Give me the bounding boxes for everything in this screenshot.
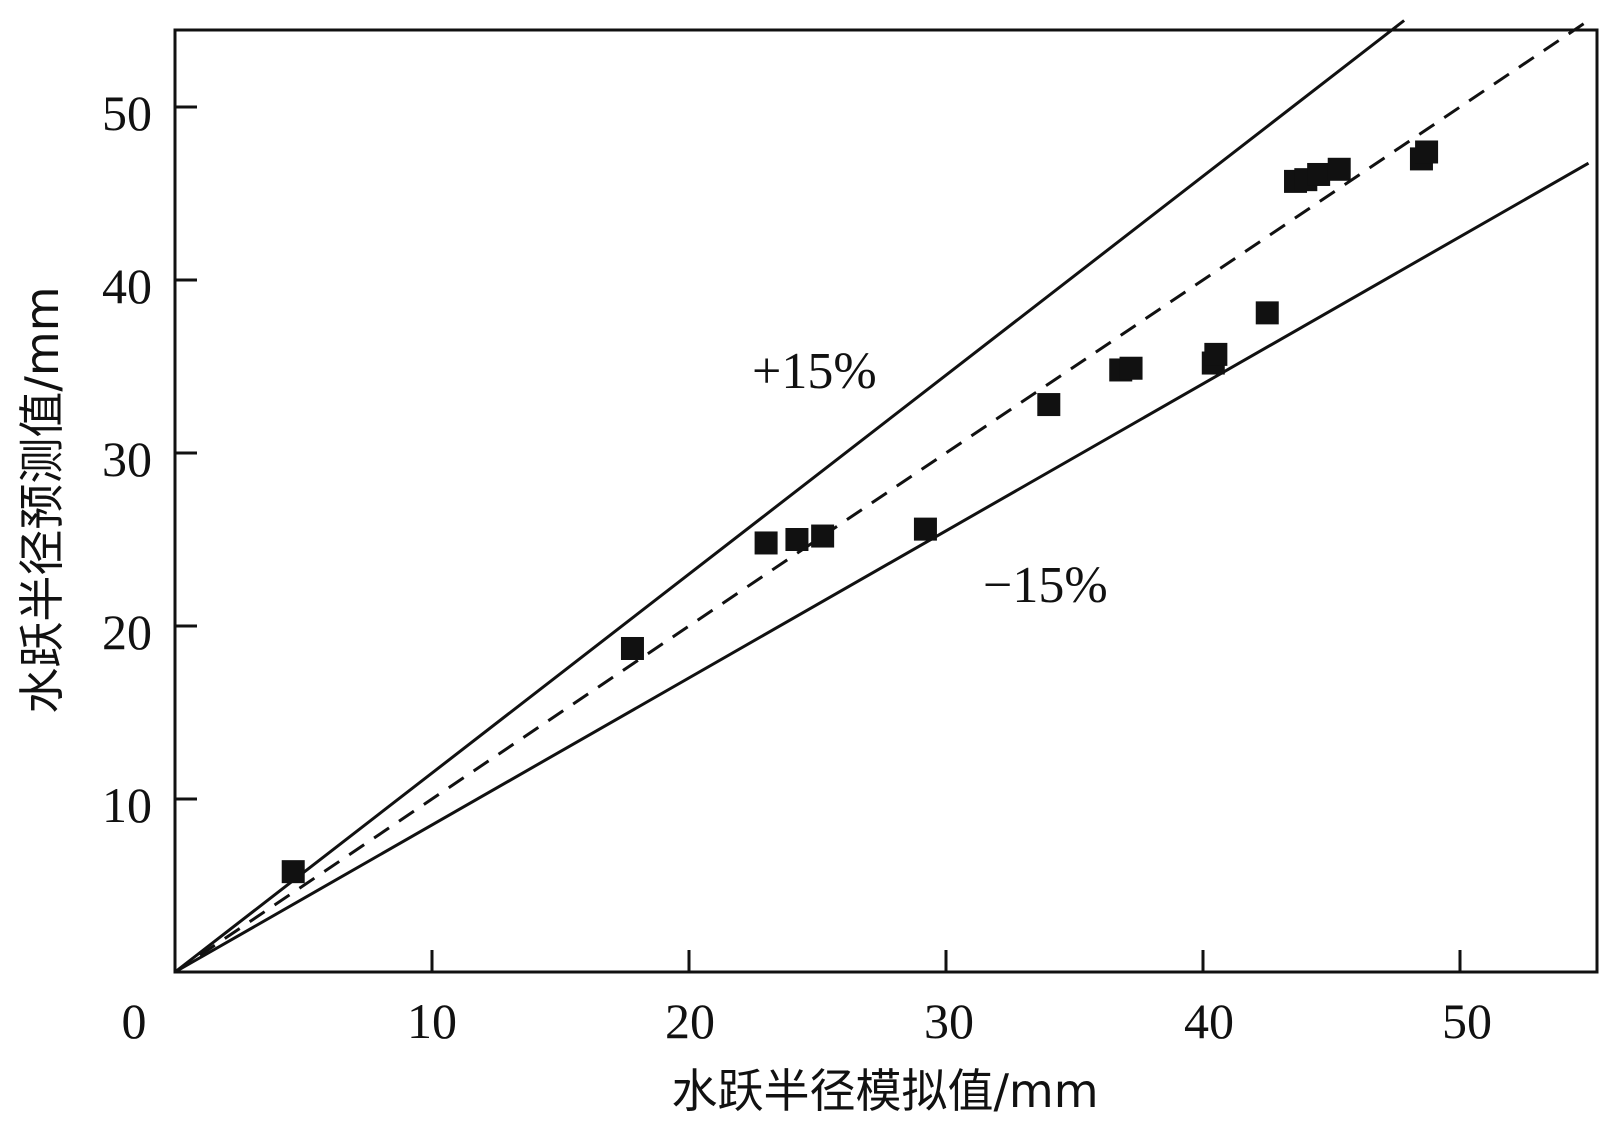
data-point <box>785 528 809 551</box>
reference-line-y-equals-x <box>174 19 1590 974</box>
data-point <box>1204 342 1228 366</box>
y-tick-label: 30 <box>102 431 152 487</box>
annotation-minus-15: −15% <box>983 557 1108 614</box>
x-tick-label: 10 <box>407 993 457 1049</box>
y-tick-label: 10 <box>102 777 152 833</box>
reference-line-plus-15 <box>174 19 1406 974</box>
data-point <box>1255 301 1279 325</box>
x-tick-label: 30 <box>924 993 974 1049</box>
data-point <box>811 524 835 548</box>
data-point <box>281 860 305 884</box>
plot-area <box>173 19 1599 974</box>
reference-lines <box>174 19 1590 974</box>
data-point <box>1415 140 1439 164</box>
data-point <box>1037 393 1061 417</box>
data-point <box>1307 162 1331 186</box>
y-axis-title: 水跃半径预测值/mm <box>15 286 69 713</box>
data-points <box>281 140 1439 884</box>
reference-line-minus-15 <box>174 161 1590 974</box>
axis-labels: 0 10 20 30 40 50 10 20 30 40 50 水跃半径模拟值/… <box>15 85 1492 1118</box>
x-tick-label: 40 <box>1184 993 1234 1049</box>
data-point <box>754 531 778 555</box>
y-tick-label: 20 <box>102 604 152 660</box>
x-tick-label: 20 <box>665 993 715 1049</box>
annotation-plus-15: +15% <box>752 343 877 400</box>
plot-frame <box>173 28 1599 974</box>
x-tick-label: 0 <box>122 993 147 1049</box>
data-point <box>913 517 937 541</box>
data-point <box>1119 356 1143 380</box>
data-point <box>1327 157 1351 181</box>
y-tick-label: 40 <box>102 258 152 314</box>
x-tick-label: 50 <box>1442 993 1492 1049</box>
data-point <box>620 636 644 660</box>
ticks <box>175 105 1462 972</box>
y-tick-label: 50 <box>102 85 152 141</box>
x-axis-title: 水跃半径模拟值/mm <box>671 1064 1098 1118</box>
